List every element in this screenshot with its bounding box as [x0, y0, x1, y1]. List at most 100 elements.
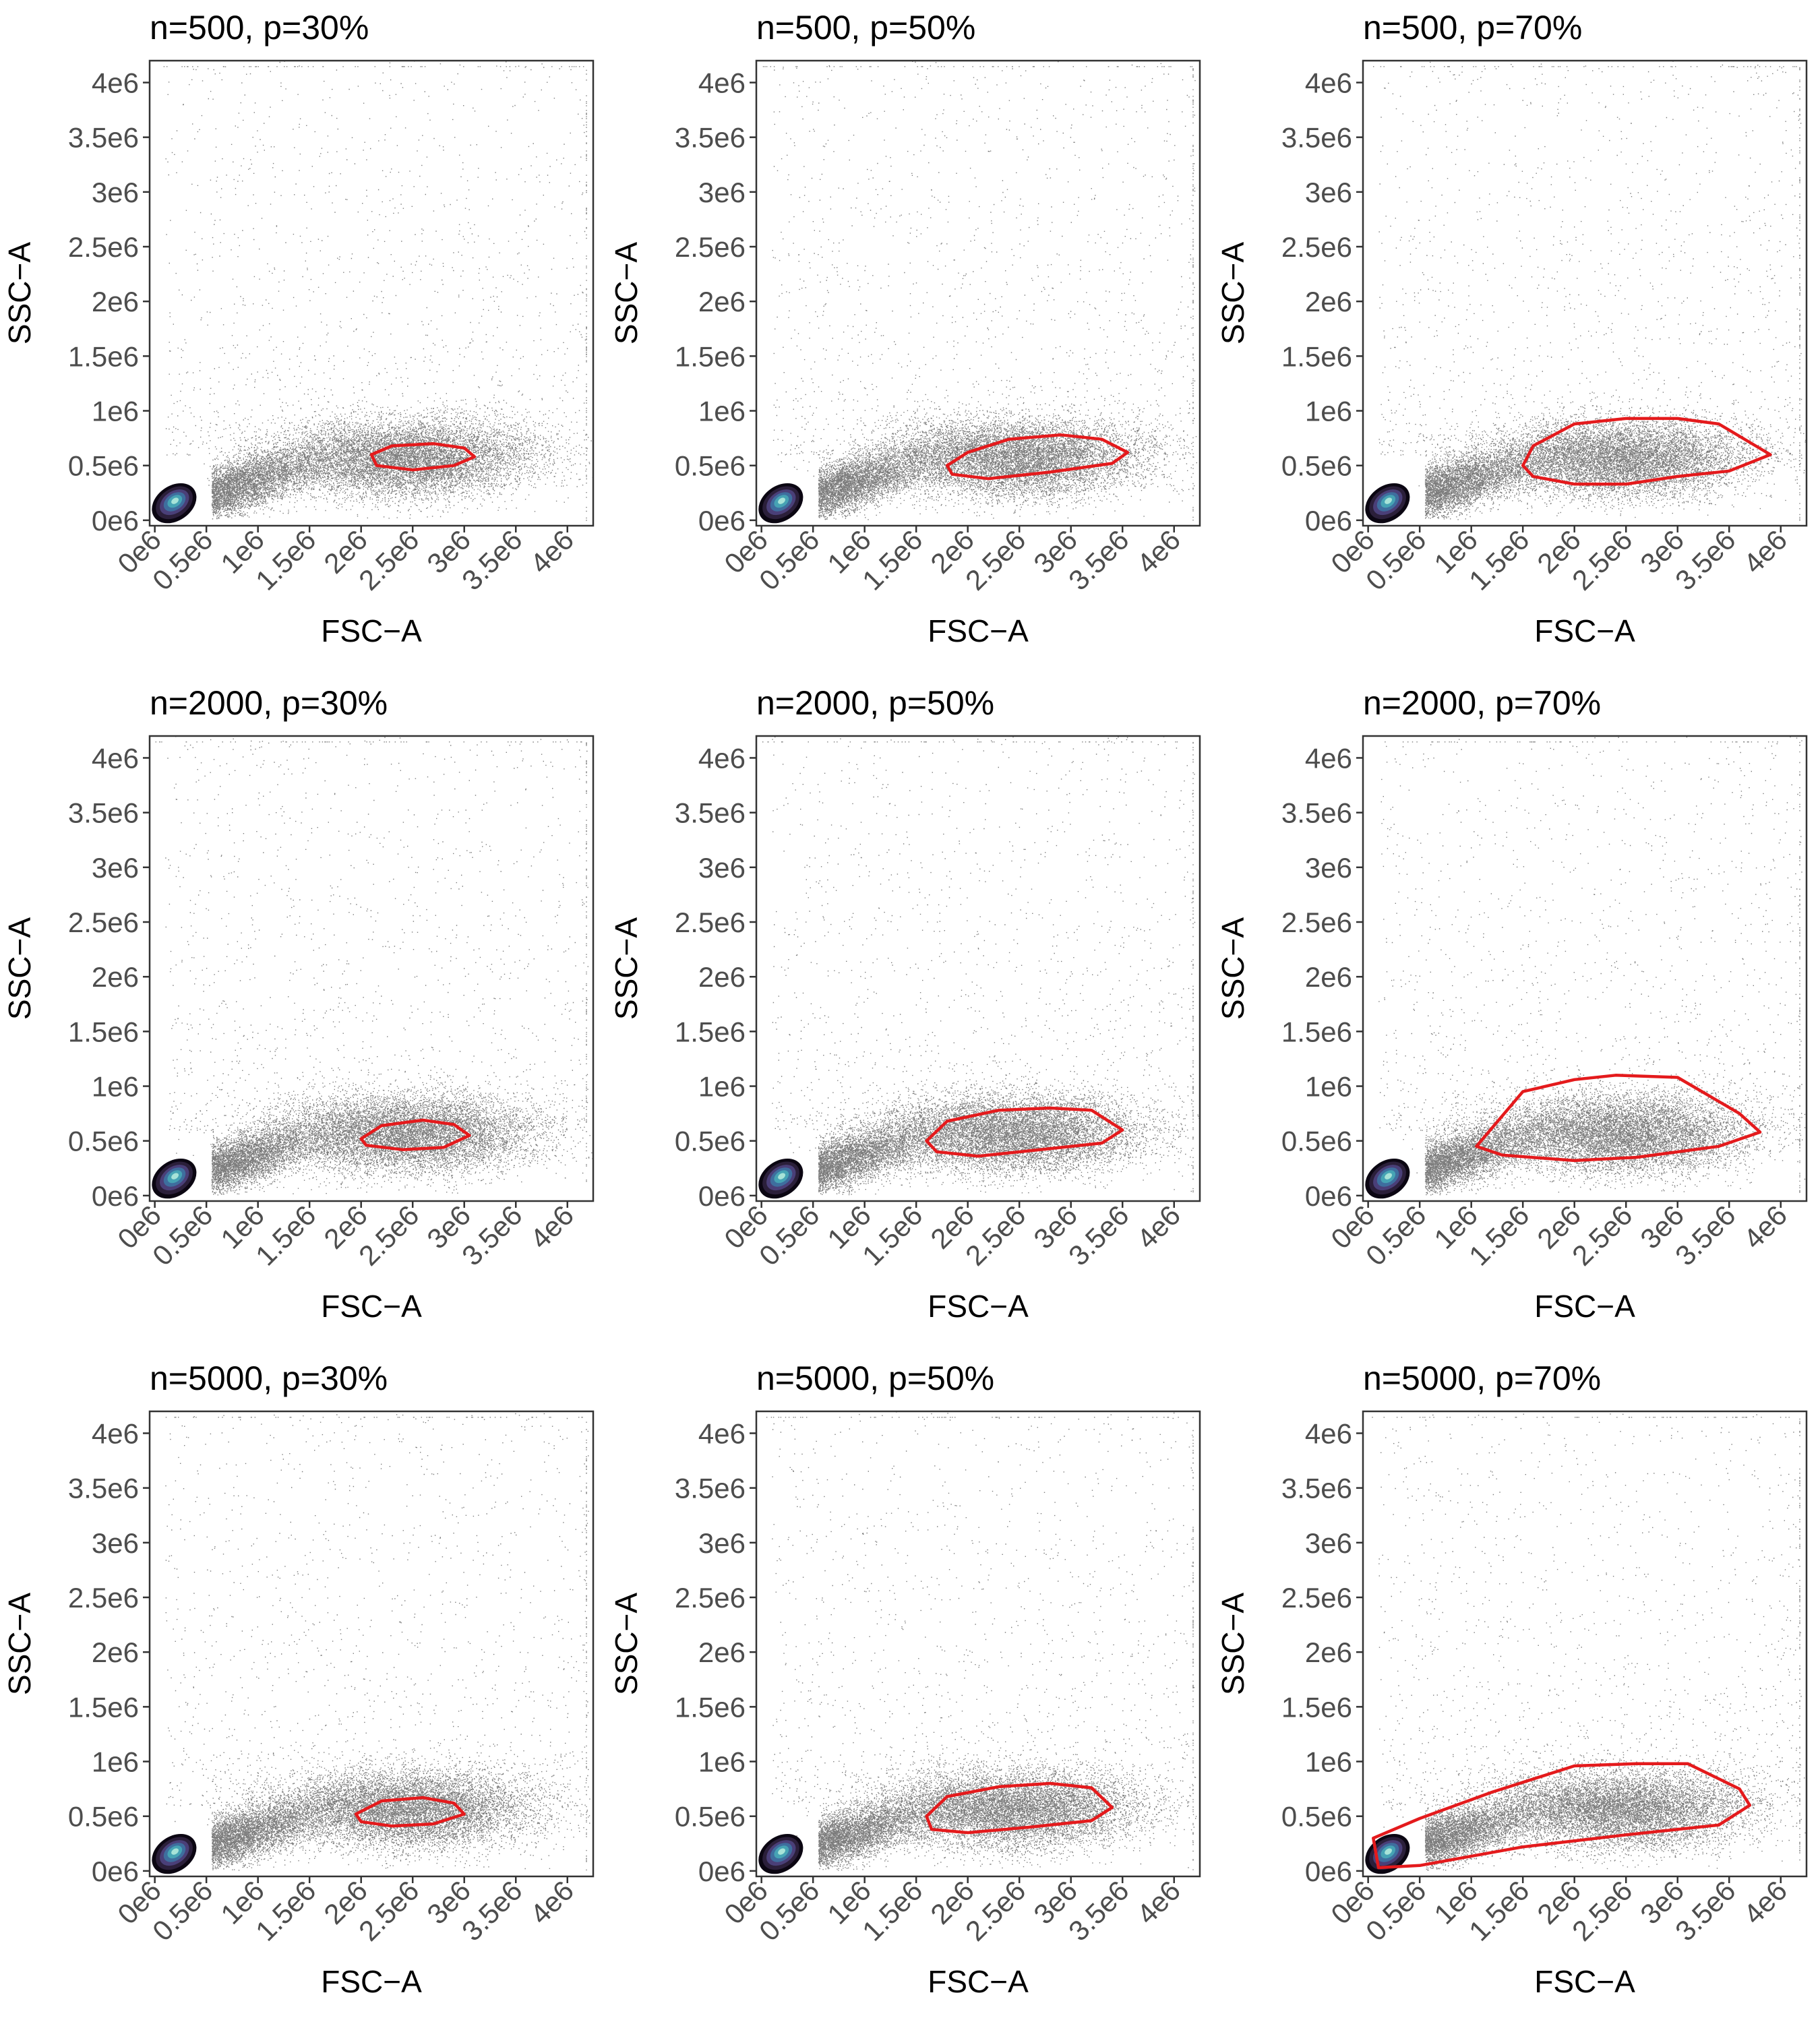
- x-tick-label: 3.5e6: [1669, 524, 1742, 596]
- y-tick-label: 1.5e6: [68, 340, 139, 372]
- y-axis-title: SSC−A: [1215, 242, 1250, 344]
- x-tick-label: 0.5e6: [146, 524, 219, 596]
- x-axis-title: FSC−A: [928, 1964, 1029, 1999]
- y-axis-title: SSC−A: [2, 917, 37, 1020]
- y-tick-label: 3e6: [1305, 1527, 1352, 1559]
- x-tick-label: 1.5e6: [856, 1874, 929, 1947]
- x-tick-label: 1.5e6: [249, 1199, 322, 1272]
- x-tick-label: 4e6: [1130, 524, 1186, 580]
- y-tick-label: 0e6: [698, 1856, 746, 1887]
- y-tick-label: 2.5e6: [68, 907, 139, 938]
- panel: 0e60.5e61e61.5e62e62.5e63e63.5e64e60e60.…: [1215, 684, 1820, 1324]
- y-tick-label: 0e6: [1305, 1180, 1352, 1212]
- x-tick-label: 1.5e6: [856, 524, 929, 596]
- y-tick-label: 3e6: [698, 1527, 746, 1559]
- x-tick-label: 2.5e6: [959, 524, 1032, 596]
- y-axis-title: SSC−A: [609, 917, 644, 1020]
- x-tick-label: 0.5e6: [1360, 1199, 1432, 1272]
- x-tick-label: 3.5e6: [1062, 1874, 1135, 1947]
- y-tick-label: 0e6: [698, 505, 746, 537]
- y-tick-label: 4e6: [92, 67, 139, 98]
- y-axis-title: SSC−A: [609, 242, 644, 344]
- panel-title: n=500, p=30%: [150, 9, 369, 47]
- x-tick-label: 1.5e6: [249, 1874, 322, 1947]
- panel: 0e60.5e61e61.5e62e62.5e63e63.5e64e60e60.…: [1215, 1359, 1820, 1999]
- y-tick-label: 3.5e6: [68, 797, 139, 829]
- x-tick-label: 3.5e6: [456, 1199, 528, 1272]
- x-axis-title: FSC−A: [1534, 613, 1635, 648]
- x-tick-label: 0.5e6: [753, 1199, 826, 1272]
- y-axis-title: SSC−A: [2, 1593, 37, 1695]
- y-tick-label: 1e6: [1305, 1071, 1352, 1103]
- y-tick-label: 3.5e6: [68, 122, 139, 154]
- y-tick-label: 0.5e6: [68, 1126, 139, 1157]
- x-axis-title: FSC−A: [1534, 1964, 1635, 1999]
- y-tick-label: 0.5e6: [68, 1801, 139, 1833]
- y-tick-label: 0e6: [92, 1856, 139, 1887]
- y-tick-label: 1.5e6: [1281, 1016, 1352, 1047]
- x-tick-label: 1.5e6: [249, 524, 322, 596]
- y-tick-label: 1e6: [1305, 1746, 1352, 1778]
- y-tick-label: 0e6: [92, 1180, 139, 1212]
- x-axis-title: FSC−A: [928, 1289, 1029, 1324]
- y-tick-label: 3.5e6: [68, 1473, 139, 1504]
- panel: 0e60.5e61e61.5e62e62.5e63e63.5e64e60e60.…: [609, 1359, 1281, 1999]
- panel-title: n=5000, p=30%: [150, 1359, 388, 1397]
- x-tick-label: 4e6: [1737, 1874, 1793, 1930]
- y-tick-label: 1e6: [92, 1071, 139, 1103]
- y-tick-label: 1e6: [698, 1746, 746, 1778]
- y-tick-label: 3e6: [1305, 177, 1352, 208]
- x-tick-label: 2.5e6: [959, 1874, 1032, 1947]
- y-tick-label: 3e6: [92, 177, 139, 208]
- x-tick-label: 3.5e6: [456, 524, 528, 596]
- x-tick-label: 2.5e6: [959, 1199, 1032, 1272]
- y-tick-label: 3.5e6: [675, 797, 746, 829]
- x-axis-title: FSC−A: [321, 613, 422, 648]
- y-tick-label: 2e6: [1305, 1636, 1352, 1668]
- x-tick-label: 3.5e6: [1669, 1199, 1742, 1272]
- panel: 0e60.5e61e61.5e62e62.5e63e63.5e64e60e60.…: [609, 684, 1250, 1324]
- y-tick-label: 0.5e6: [1281, 450, 1352, 482]
- y-tick-label: 1.5e6: [68, 1016, 139, 1047]
- x-tick-label: 1.5e6: [1463, 524, 1536, 596]
- y-tick-label: 2e6: [92, 961, 139, 993]
- y-tick-label: 3.5e6: [675, 122, 746, 154]
- x-tick-label: 2.5e6: [1566, 524, 1639, 596]
- y-tick-label: 3.5e6: [1281, 1473, 1352, 1504]
- y-tick-label: 3e6: [698, 177, 746, 208]
- y-tick-label: 0.5e6: [675, 1801, 746, 1833]
- y-tick-label: 2e6: [698, 961, 746, 993]
- panel-title: n=500, p=70%: [1363, 9, 1582, 47]
- y-tick-label: 4e6: [1305, 742, 1352, 774]
- x-tick-label: 0.5e6: [146, 1874, 219, 1947]
- y-tick-label: 0e6: [92, 505, 139, 537]
- y-tick-label: 2e6: [92, 1636, 139, 1668]
- y-tick-label: 0.5e6: [1281, 1801, 1352, 1833]
- y-axis-title: SSC−A: [2, 242, 37, 344]
- x-tick-label: 3.5e6: [456, 1874, 528, 1947]
- x-tick-label: 2.5e6: [353, 1874, 425, 1947]
- y-tick-label: 4e6: [698, 1417, 746, 1449]
- panel: 0e60.5e61e61.5e62e62.5e63e63.5e64e60e60.…: [1215, 9, 1820, 648]
- y-tick-label: 3e6: [1305, 852, 1352, 884]
- x-tick-label: 0.5e6: [146, 1199, 219, 1272]
- panel-title: n=2000, p=70%: [1363, 684, 1601, 722]
- y-tick-label: 3.5e6: [1281, 122, 1352, 154]
- x-tick-label: 2.5e6: [1566, 1199, 1639, 1272]
- y-tick-label: 4e6: [1305, 67, 1352, 98]
- panel: 0e60.5e61e61.5e62e62.5e63e63.5e64e60e60.…: [2, 1359, 684, 1999]
- x-axis-title: FSC−A: [321, 1964, 422, 1999]
- y-tick-label: 3.5e6: [1281, 797, 1352, 829]
- y-tick-label: 0e6: [1305, 1856, 1352, 1887]
- y-axis-title: SSC−A: [1215, 1593, 1250, 1695]
- y-tick-label: 1.5e6: [675, 340, 746, 372]
- y-tick-label: 2e6: [698, 286, 746, 317]
- x-tick-label: 4e6: [1130, 1874, 1186, 1930]
- y-axis-title: SSC−A: [609, 1593, 644, 1695]
- y-tick-label: 1.5e6: [675, 1016, 746, 1047]
- x-tick-label: 3.5e6: [1669, 1874, 1742, 1947]
- y-tick-label: 0.5e6: [1281, 1126, 1352, 1157]
- y-tick-label: 2.5e6: [675, 1582, 746, 1614]
- y-tick-label: 3e6: [698, 852, 746, 884]
- y-tick-label: 4e6: [698, 67, 746, 98]
